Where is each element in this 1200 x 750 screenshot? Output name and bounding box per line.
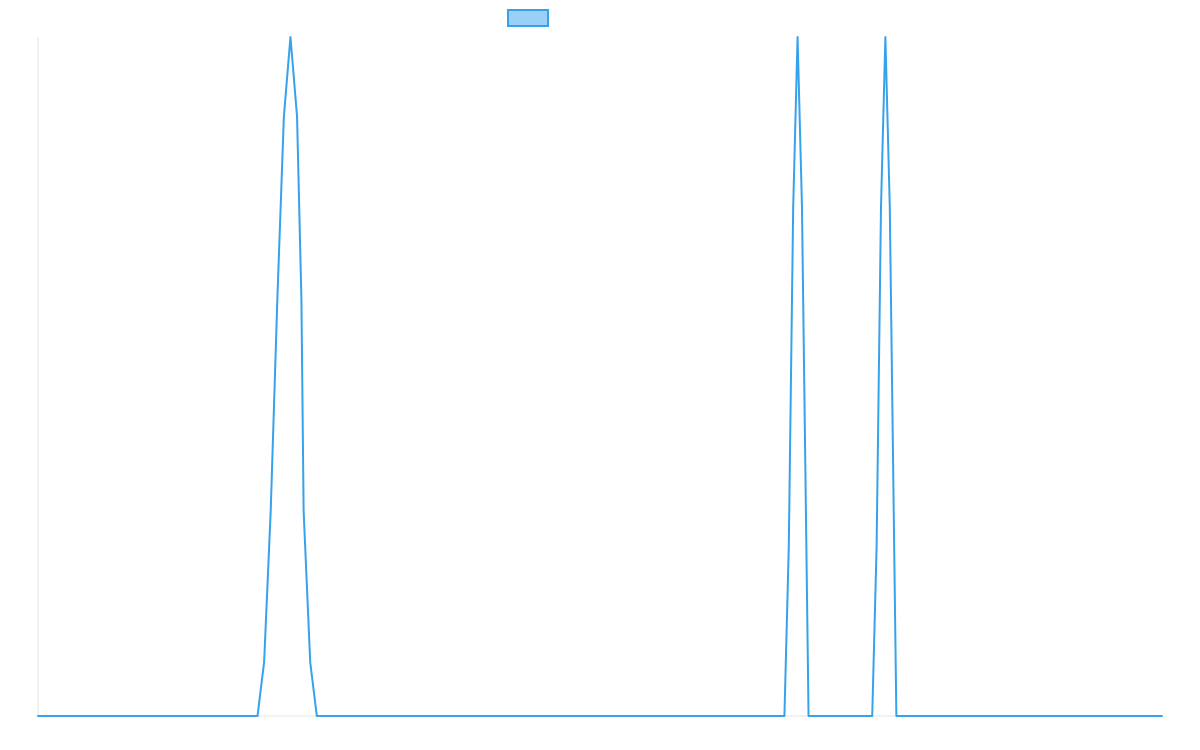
legend-swatch[interactable]: [507, 9, 549, 27]
axes: [37, 37, 1162, 717]
series-layer: [37, 36, 1163, 717]
legend: [507, 9, 549, 27]
series-line-1: [37, 36, 1163, 717]
